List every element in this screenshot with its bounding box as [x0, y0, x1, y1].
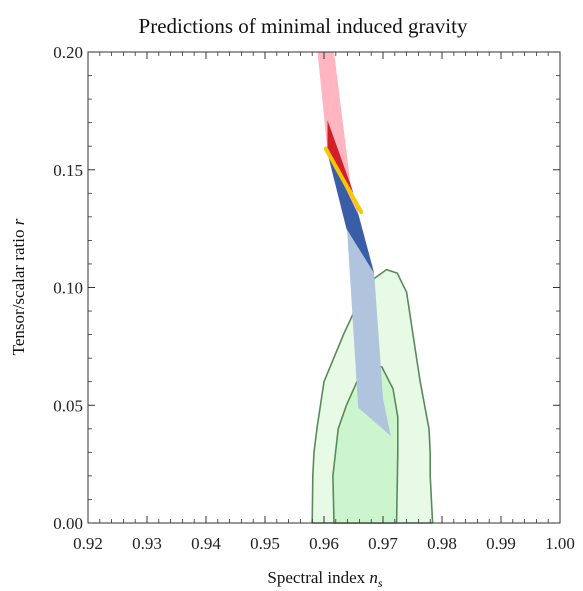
y-tick-label: 0.15 [53, 161, 83, 180]
x-tick-label: 0.98 [427, 534, 457, 553]
yellow-line [323, 146, 364, 215]
x-axis-label: Spectral index ns [267, 568, 382, 590]
x-tick-label: 0.95 [250, 534, 280, 553]
chart-title: Predictions of minimal induced gravity [139, 14, 468, 38]
x-tick-label: 0.92 [73, 534, 103, 553]
pink-band-region [317, 52, 359, 215]
red-band-region [327, 120, 361, 215]
y-axis-label: Tensor/scalar ratio r [9, 218, 28, 355]
y-tick-label: 0.05 [53, 396, 83, 415]
x-tick-label: 0.96 [309, 534, 339, 553]
dark-blue-band-region [326, 150, 375, 274]
x-tick-label: 0.94 [191, 534, 221, 553]
x-axis: 0.92 0.93 0.94 0.95 0.96 0.97 0.98 0.99 1.00 [73, 52, 575, 553]
plot-area [311, 52, 434, 524]
y-tick-label: 0.00 [53, 514, 83, 533]
y-tick-label: 0.10 [53, 279, 83, 298]
x-tick-label: 0.93 [132, 534, 162, 553]
x-tick-label: 0.99 [486, 534, 516, 553]
y-tick-label: 0.20 [53, 43, 83, 62]
x-tick-label: 0.97 [368, 534, 398, 553]
x-tick-label: 1.00 [545, 534, 575, 553]
light-blue-band-region [347, 228, 391, 436]
y-axis: 0.00 0.05 0.10 0.15 0.20 [53, 43, 560, 533]
